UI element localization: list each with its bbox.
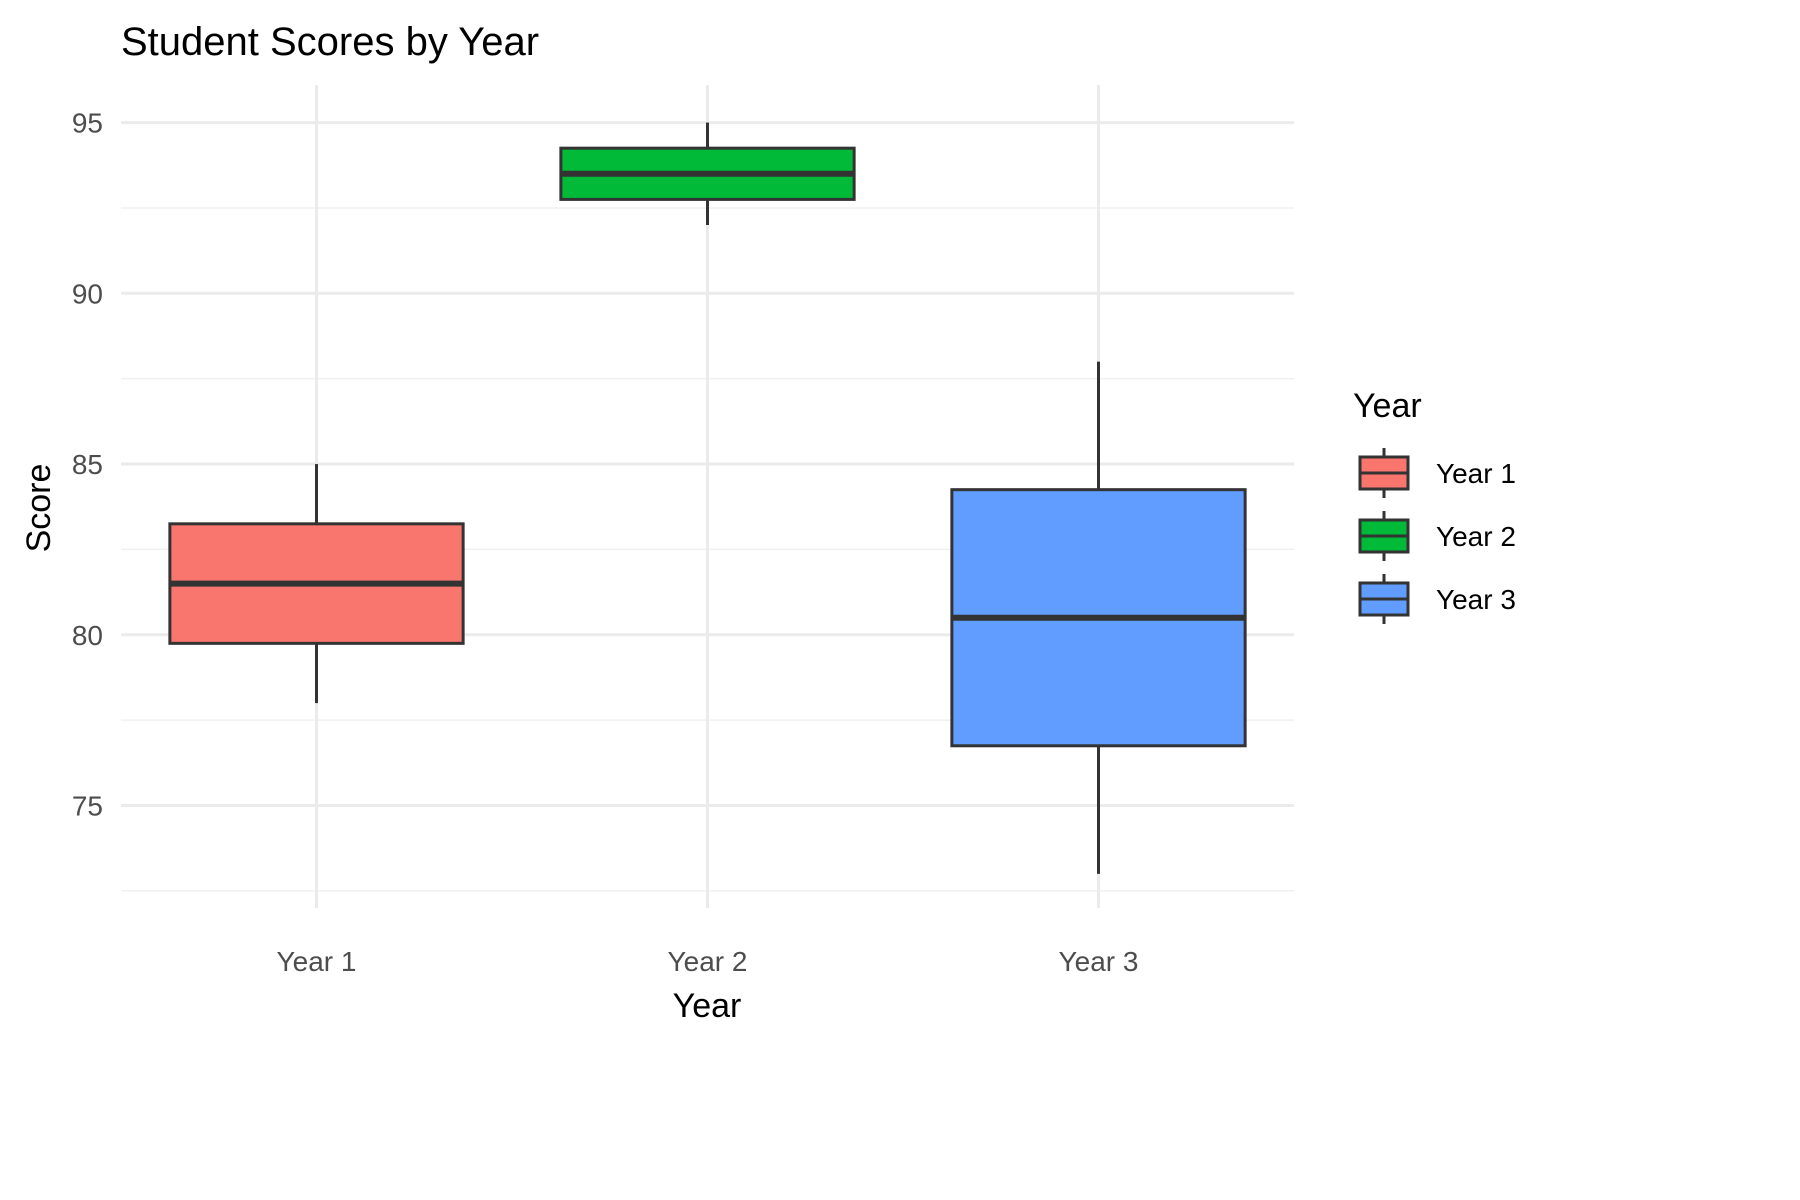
boxes	[168, 122, 1247, 874]
y-tick-label: 75	[72, 791, 103, 822]
box-3	[950, 361, 1247, 874]
legend-label: Year 3	[1436, 584, 1516, 615]
y-axis-title: Score	[20, 464, 58, 553]
x-tick-label: Year 2	[668, 946, 748, 977]
box-2	[559, 122, 856, 226]
y-axis-ticks: 75 80 85 90 95	[72, 108, 103, 822]
x-tick-label: Year 1	[277, 946, 357, 977]
x-tick-label: Year 3	[1059, 946, 1139, 977]
box-plot-chart: Student Scores by Year 75 80 85 90 95 Year 1…	[20, 20, 1516, 1025]
chart-title: Student Scores by Year	[121, 20, 539, 64]
y-tick-label: 95	[72, 108, 103, 139]
legend-item-3: Year 3	[1358, 574, 1516, 624]
legend-label: Year 1	[1436, 458, 1516, 489]
box-1	[168, 464, 465, 704]
legend-title: Year	[1353, 387, 1422, 425]
legend-item-2: Year 2	[1358, 511, 1516, 561]
chart-container: Student Scores by Year 75 80 85 90 95 Year 1…	[20, 20, 1516, 1025]
y-tick-label: 90	[72, 278, 103, 309]
x-axis-ticks: Year 1 Year 2 Year 3	[277, 946, 1139, 977]
y-tick-label: 80	[72, 620, 103, 651]
legend: Year Year 1 Year 2 Year 3	[1353, 387, 1516, 624]
y-tick-label: 85	[72, 449, 103, 480]
x-axis-title: Year	[673, 987, 742, 1025]
legend-item-1: Year 1	[1358, 448, 1516, 498]
legend-label: Year 2	[1436, 521, 1516, 552]
